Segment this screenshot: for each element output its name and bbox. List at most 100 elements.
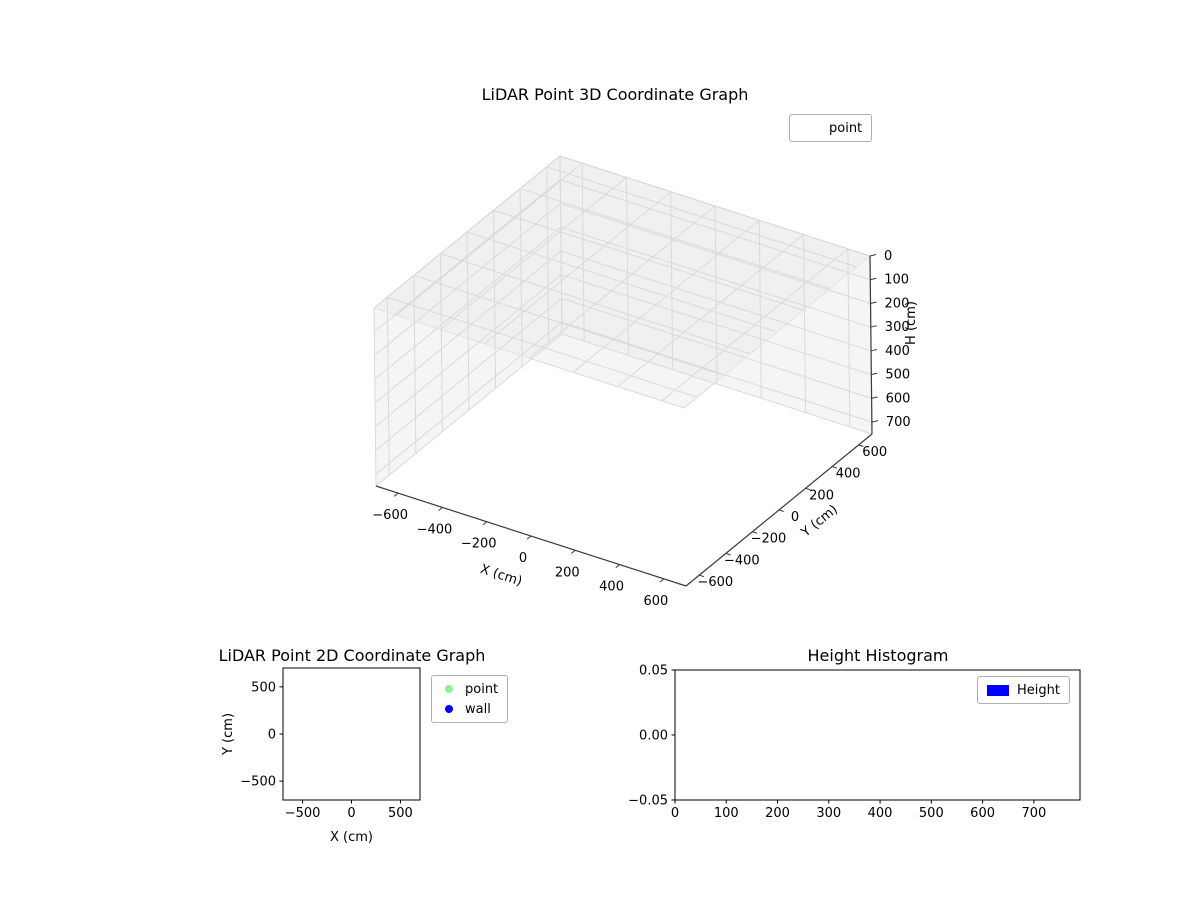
plot3d-legend-label: point [829,120,863,136]
grid-line [493,209,804,311]
grid-line [387,296,698,398]
x-tick-label-3d: −200 [461,537,497,552]
grid-line [386,297,390,476]
tick-mark [871,396,878,399]
grid-line [466,231,778,333]
tick-mark [699,574,705,578]
tick-mark [571,549,576,554]
tick-mark [869,254,877,257]
x-tick-label-histogram: 100 [714,806,739,821]
tick-mark [615,564,620,569]
x-tick-label-histogram: 400 [868,806,893,821]
wall-marker-icon [445,705,453,713]
x-tick-label-histogram: 0 [671,806,679,821]
x-tick-label-histogram: 300 [816,806,841,821]
y-tick-label-3d: −600 [697,575,733,590]
tick-mark [871,420,878,423]
y-axis-label-2d: Y (cm) [221,713,236,756]
x-tick-label-3d: 0 [519,551,527,566]
y-tick-label-2d: −500 [240,775,276,790]
histogram-title: Height Histogram [807,646,949,665]
grid-line [519,188,831,290]
tick-mark [870,301,877,304]
z-tick-label-3d: 500 [885,368,910,383]
plot2d-legend-label-wall: wall [465,701,491,717]
tick-mark [393,492,399,497]
x-tick-label-3d: 400 [599,580,624,595]
tick-mark [778,509,784,513]
x-tick-label-3d: −600 [372,508,408,523]
y-tick-label-3d: −400 [724,553,760,568]
grid-line [560,226,871,328]
legend-row: Height [984,680,1060,700]
grid-line [439,253,443,432]
grid-line [373,155,561,309]
x-tick-label-histogram: 200 [765,806,790,821]
grid-line [413,274,725,376]
z-tick-label-3d: 600 [886,391,911,406]
y-tick-label-3d: −200 [751,532,787,547]
plot2d-legend: point wall [431,675,509,723]
grid-line [440,253,751,355]
y-tick-label-histogram: 0.05 [639,664,668,679]
tick-mark [870,348,878,352]
grid-line [625,177,629,356]
tick-mark [752,531,758,534]
y-tick-label-3d: 0 [791,510,799,525]
x-tick-label-3d: 600 [643,594,668,609]
grid-line [413,275,417,454]
histogram-legend-label: Height [1017,682,1060,698]
z-tick-label-3d: 200 [885,296,910,311]
tick-mark [831,466,838,469]
empty-marker-icon [796,123,821,133]
z-tick-label-3d: 100 [884,273,909,288]
z-axis-line-3d [869,255,873,435]
x-tick-label-histogram: 600 [970,806,995,821]
tick-mark [725,552,731,556]
tick-mark [870,325,877,328]
grid-line [374,203,561,356]
x-axis-label-3d: X (cm) [478,562,524,590]
y-tick-label-3d: 400 [836,467,861,482]
axes-frame-2d [282,667,421,801]
legend-row: point [796,118,862,138]
tick-mark [526,535,532,540]
x-tick-label-histogram: 700 [1021,806,1046,821]
tick-mark [871,372,878,376]
y-tick-label-3d: 600 [862,445,887,460]
x-tick-label-histogram: 500 [919,806,944,821]
y-tick-label-2d: 500 [251,680,276,695]
grid-line [559,155,871,257]
x-axis-label-2d: X (cm) [330,830,373,845]
grid-line [546,166,857,268]
grid-line [560,179,871,281]
grid-line [373,179,561,333]
tick-mark [438,507,443,511]
x-tick-label-2d: −500 [285,806,321,821]
grid-line [670,191,674,370]
z-axis-label-3d: H (cm) [904,301,919,345]
grid-line [561,274,872,376]
height-swatch-icon [987,684,1009,696]
y-tick-label-histogram: 0.00 [639,729,668,744]
grid-line [375,298,562,451]
legend-row: wall [438,699,498,719]
plot3d-legend: point [789,114,873,142]
tick-mark [482,521,488,526]
x-tick-label-2d: 500 [388,806,413,821]
tick-mark [870,277,877,281]
grid-line [803,234,807,413]
z-tick-label-3d: 300 [885,320,910,335]
legend-row: point [438,679,498,699]
x-tick-label-3d: 200 [555,565,580,580]
grid-line [375,321,563,475]
grid-line [466,231,470,411]
z-tick-label-3d: 400 [885,344,910,359]
grid-line [375,274,562,428]
histogram-legend: Height [977,676,1070,704]
grid-line [546,166,550,345]
plot2d-title: LiDAR Point 2D Coordinate Graph [218,646,486,665]
point-marker-icon [445,685,453,693]
